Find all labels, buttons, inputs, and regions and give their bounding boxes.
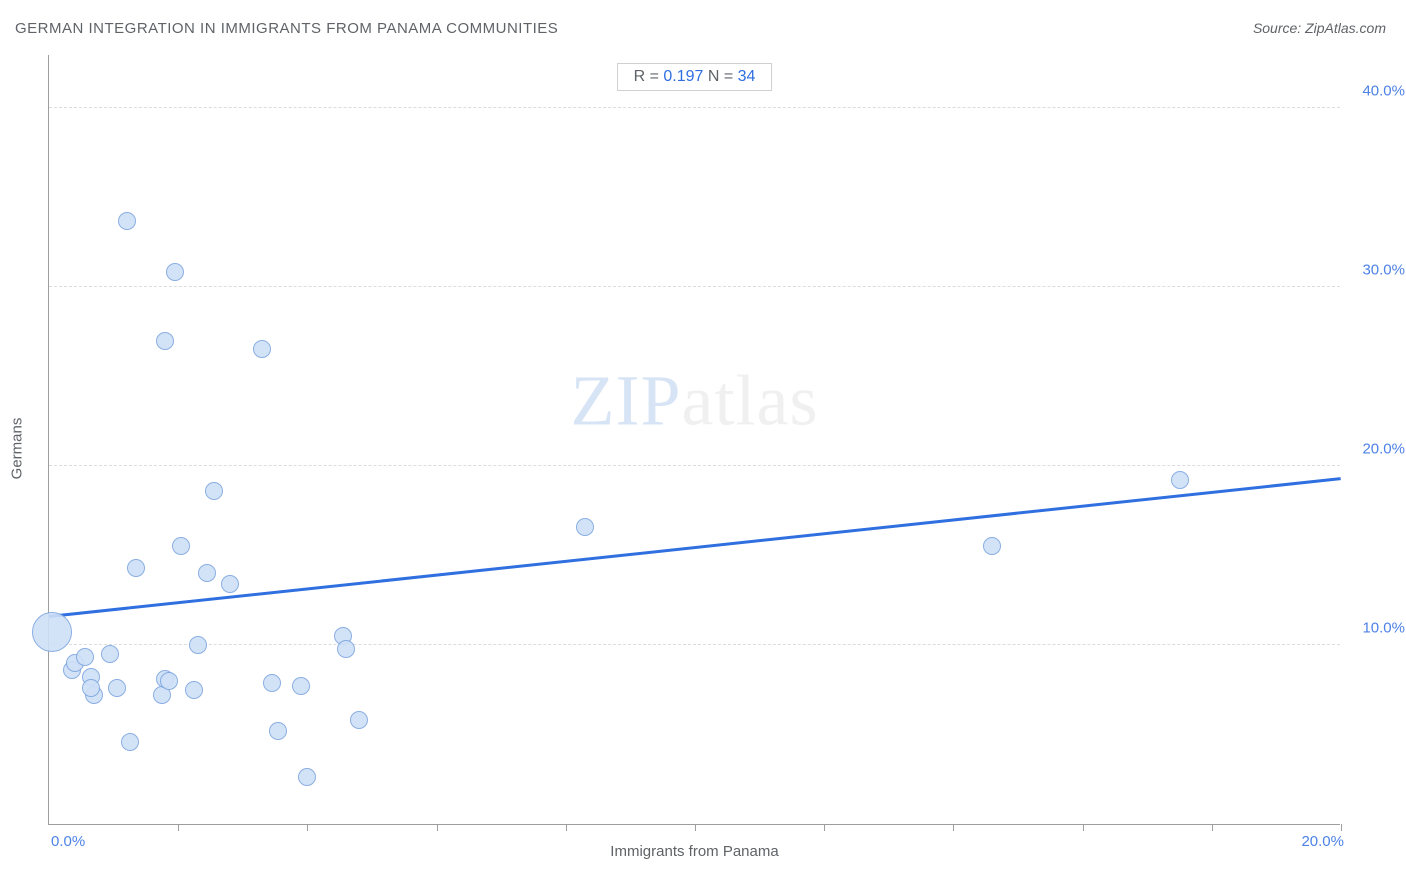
watermark-prefix: ZIP — [571, 361, 682, 441]
x-tick — [437, 824, 438, 831]
scatter-point — [76, 648, 94, 666]
y-tick-label: 10.0% — [1350, 619, 1405, 636]
x-min-label: 0.0% — [51, 833, 85, 850]
scatter-point — [198, 564, 216, 582]
y-tick-label: 20.0% — [1350, 440, 1405, 457]
x-tick — [307, 824, 308, 831]
stat-n-label: N = — [703, 68, 737, 85]
y-axis-title: Germans — [9, 417, 26, 479]
scatter-point — [1171, 471, 1189, 489]
chart-title: GERMAN INTEGRATION IN IMMIGRANTS FROM PA… — [15, 20, 558, 37]
scatter-point — [221, 575, 239, 593]
scatter-point — [350, 711, 368, 729]
scatter-point — [160, 672, 178, 690]
scatter-point — [32, 612, 72, 652]
scatter-point — [82, 679, 100, 697]
x-tick — [953, 824, 954, 831]
x-tick — [824, 824, 825, 831]
chart-root: GERMAN INTEGRATION IN IMMIGRANTS FROM PA… — [0, 0, 1406, 892]
x-max-label: 20.0% — [1301, 833, 1344, 850]
scatter-point — [253, 340, 271, 358]
scatter-point — [269, 722, 287, 740]
stat-r-value: 0.197 — [663, 68, 703, 85]
y-tick-label: 30.0% — [1350, 261, 1405, 278]
scatter-point — [118, 212, 136, 230]
gridline — [49, 465, 1340, 466]
gridline — [49, 286, 1340, 287]
scatter-point — [108, 679, 126, 697]
gridline — [49, 644, 1340, 645]
stat-n-value: 34 — [738, 68, 756, 85]
x-tick — [695, 824, 696, 831]
scatter-point — [983, 537, 1001, 555]
scatter-point — [576, 518, 594, 536]
scatter-point — [292, 677, 310, 695]
scatter-point — [101, 645, 119, 663]
watermark: ZIPatlas — [571, 360, 819, 443]
scatter-point — [166, 263, 184, 281]
stats-box: R = 0.197 N = 34 — [617, 63, 773, 91]
scatter-point — [185, 681, 203, 699]
x-tick — [1341, 824, 1342, 831]
x-tick — [1212, 824, 1213, 831]
scatter-point — [189, 636, 207, 654]
scatter-point — [337, 640, 355, 658]
scatter-point — [263, 674, 281, 692]
trend-line — [49, 477, 1341, 618]
x-tick — [566, 824, 567, 831]
plot-area: ZIPatlas R = 0.197 N = 34 Germans Immigr… — [48, 55, 1340, 825]
x-tick — [178, 824, 179, 831]
scatter-point — [205, 482, 223, 500]
x-axis-title: Immigrants from Panama — [610, 843, 778, 860]
scatter-point — [127, 559, 145, 577]
x-tick — [1083, 824, 1084, 831]
scatter-point — [156, 332, 174, 350]
scatter-point — [121, 733, 139, 751]
scatter-point — [172, 537, 190, 555]
gridline — [49, 107, 1340, 108]
source-attribution: Source: ZipAtlas.com — [1253, 20, 1386, 36]
scatter-point — [298, 768, 316, 786]
watermark-suffix: atlas — [682, 361, 819, 441]
y-tick-label: 40.0% — [1350, 82, 1405, 99]
stat-r-label: R = — [634, 68, 664, 85]
